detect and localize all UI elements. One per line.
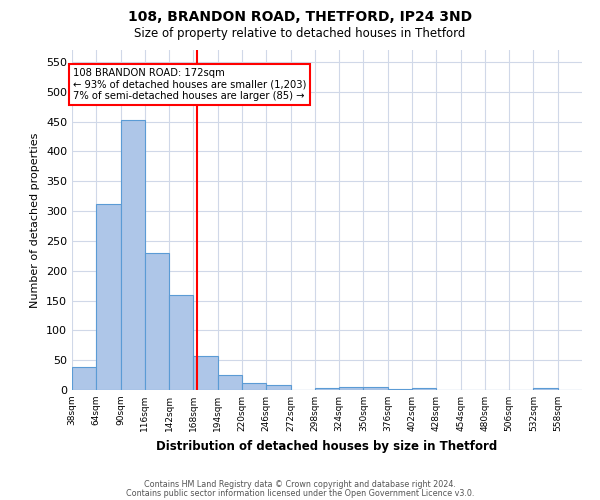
Bar — [242, 383, 266, 390]
Y-axis label: Number of detached properties: Number of detached properties — [31, 132, 40, 308]
Bar — [412, 388, 436, 390]
Text: 108 BRANDON ROAD: 172sqm
← 93% of detached houses are smaller (1,203)
7% of semi: 108 BRANDON ROAD: 172sqm ← 93% of detach… — [73, 68, 307, 101]
Bar — [339, 387, 364, 390]
Bar — [315, 388, 339, 390]
Bar — [533, 388, 558, 390]
Bar — [193, 356, 218, 390]
Text: Contains public sector information licensed under the Open Government Licence v3: Contains public sector information licen… — [126, 488, 474, 498]
Bar — [96, 204, 121, 390]
Bar — [388, 389, 412, 390]
Bar — [364, 387, 388, 390]
Bar — [121, 120, 145, 390]
Bar — [145, 254, 169, 390]
Bar — [218, 375, 242, 390]
Bar — [72, 368, 96, 390]
Text: Contains HM Land Registry data © Crown copyright and database right 2024.: Contains HM Land Registry data © Crown c… — [144, 480, 456, 489]
X-axis label: Distribution of detached houses by size in Thetford: Distribution of detached houses by size … — [157, 440, 497, 452]
Text: 108, BRANDON ROAD, THETFORD, IP24 3ND: 108, BRANDON ROAD, THETFORD, IP24 3ND — [128, 10, 472, 24]
Text: Size of property relative to detached houses in Thetford: Size of property relative to detached ho… — [134, 28, 466, 40]
Bar — [266, 384, 290, 390]
Bar — [169, 294, 193, 390]
